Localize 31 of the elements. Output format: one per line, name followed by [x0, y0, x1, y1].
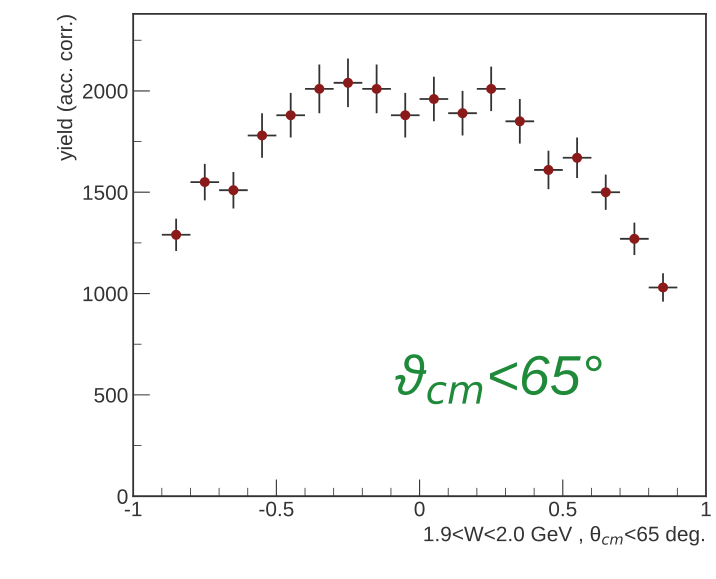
y-tick-label: 2000 [83, 84, 128, 99]
x-tick-label: -0.5 [259, 502, 294, 516]
y-tick-label: 1000 [84, 286, 128, 302]
point [629, 234, 640, 244]
x-tick-label: 0 [414, 502, 425, 516]
point [286, 110, 296, 120]
x-tick-label: -1 [124, 502, 142, 516]
point [572, 152, 582, 163]
point [372, 84, 382, 94]
x-tick-label: 1 [702, 502, 711, 516]
point [171, 230, 182, 240]
point [658, 282, 668, 293]
point [200, 177, 210, 188]
point [428, 94, 439, 104]
point [514, 116, 525, 126]
point [342, 78, 354, 88]
annotation: ϑ$_{cm}$<65° [395, 354, 602, 404]
point [600, 187, 611, 198]
point [314, 84, 324, 94]
y-tick-label: 0 [118, 489, 128, 504]
y-tick-label: 1500 [84, 185, 128, 200]
x-axis-title: 1.9<W<2.0 GeV , θ$_{cm}$<65 deg. [424, 526, 704, 546]
point [458, 108, 468, 118]
x-tick-label: 0.5 [549, 502, 576, 516]
point [400, 110, 410, 120]
point [486, 84, 496, 94]
point [228, 185, 238, 196]
y-tick-label: 500 [94, 388, 128, 403]
point [543, 164, 554, 175]
point [257, 130, 268, 141]
y-axis-title: yield (acc. corr.) [57, 15, 76, 161]
